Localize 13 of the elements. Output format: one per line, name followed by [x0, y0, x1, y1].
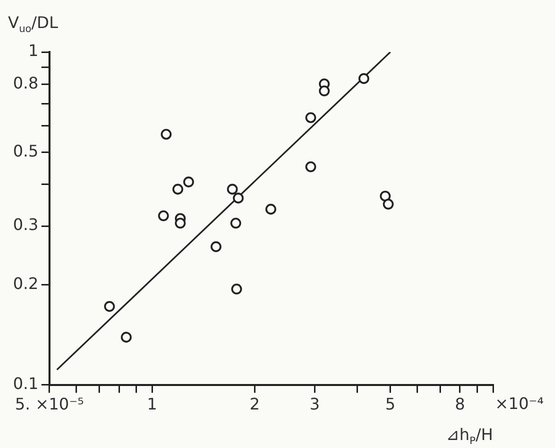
x-tick-label: 8 — [454, 394, 466, 414]
x-tick-label: 5. ×10⁻⁵ — [14, 394, 84, 414]
y-tick-label: 0.8 — [12, 73, 38, 92]
y-tick-label: 0.1 — [12, 374, 38, 393]
text: ×10⁻⁴ — [495, 394, 544, 413]
y-tick-label: 1 — [28, 41, 38, 60]
y-tick-label: 0.2 — [12, 274, 38, 293]
x-tick-label: 3 — [310, 394, 320, 414]
y-tick-label: 0.3 — [12, 215, 38, 234]
x-tick-label: 1 — [146, 394, 158, 414]
y-tick-label: 0.5 — [12, 141, 38, 160]
x-tick-label: 5 — [385, 394, 396, 414]
x-tick-label: 2 — [250, 394, 260, 414]
